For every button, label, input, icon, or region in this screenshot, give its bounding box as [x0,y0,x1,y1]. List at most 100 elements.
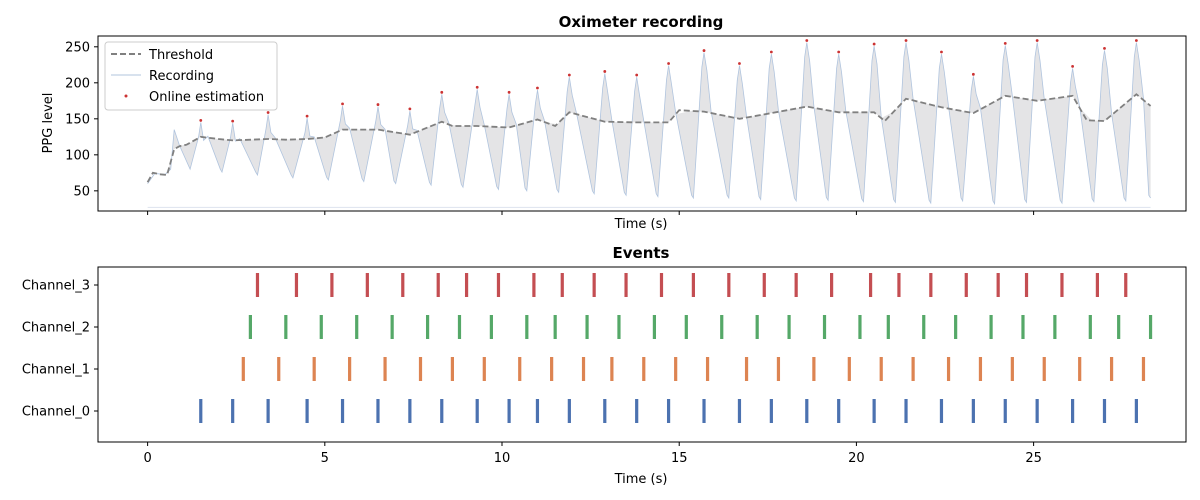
oximeter-recording-group [147,42,1151,208]
peak-marker [305,114,309,118]
event-mark-channel-2 [922,315,926,339]
event-mark-channel-2 [886,315,890,339]
event-mark-channel-1 [418,357,423,381]
event-mark-channel-1 [1010,357,1014,381]
event-mark-channel-3 [794,273,798,297]
peak-marker [769,50,773,54]
peak-marker [872,42,876,46]
event-mark-channel-1 [642,357,646,381]
chart-title-oximeter: Oximeter recording [559,13,724,31]
peak-marker [440,90,444,94]
chart-title-events: Events [613,244,670,262]
event-mark-channel-0 [1102,399,1107,423]
events-y-tick-label: Channel_1 [22,363,90,378]
oximeter-legend: Threshold Recording Online estimation [104,41,278,111]
peak-marker [536,86,539,90]
event-mark-channel-2 [858,315,862,339]
event-mark-channel-3 [1095,273,1100,297]
oximeter-threshold-group [146,93,1152,183]
peak-marker [1134,39,1138,42]
events-x-tick-label: 10 [494,451,511,466]
event-mark-channel-1 [550,357,554,381]
peak-marker [837,50,841,54]
event-mark-channel-2 [425,315,430,339]
events-x-tick-label: 20 [848,451,865,466]
event-mark-channel-3 [592,273,596,297]
event-mark-channel-0 [904,399,908,423]
events-x-tick-label: 0 [143,451,151,466]
oximeter-axes-frame [97,35,1187,212]
peak-marker [231,119,235,123]
peak-marker [266,111,270,114]
event-mark-channel-2 [585,315,589,339]
event-mark-channel-3 [294,273,299,297]
oximeter-y-tick-label: 150 [65,112,90,127]
event-mark-channel-2 [684,315,688,339]
events-x-ticks: 0 5 10 15 20 25 [143,442,1042,466]
event-mark-channel-0 [603,399,607,423]
legend-peak-swatch [124,94,128,98]
event-mark-channel-1 [847,357,851,381]
legend-threshold-label: Threshold [148,48,213,63]
peak-marker [971,72,975,76]
event-mark-channel-1 [776,357,781,381]
oximeter-y-axis-title: PPG level [41,93,56,154]
event-mark-channel-1 [1042,357,1046,381]
event-mark-channel-0 [805,399,809,423]
events-y-ticks: Channel_0 Channel_1 Channel_2 Channel_3 [22,279,98,420]
event-mark-channel-3 [464,273,469,297]
event-mark-channel-3 [496,273,501,297]
event-mark-channel-3 [532,273,536,297]
peak-marker [805,39,809,42]
event-mark-channel-1 [581,357,586,381]
event-mark-channel-0 [837,399,841,423]
event-mark-channel-0 [231,399,235,423]
event-mark-channel-0 [376,399,380,423]
oximeter-y-tick-label: 200 [65,76,90,91]
event-mark-channel-2 [284,315,288,339]
event-mark-channel-0 [1070,399,1075,423]
peak-marker [341,102,344,106]
event-mark-channel-1 [879,357,883,381]
legend-peaks-label: Online estimation [149,90,264,105]
peak-marker [702,49,706,52]
peak-marker [738,62,741,65]
oximeter-y-tick-label: 100 [65,148,90,163]
event-mark-channel-1 [911,357,915,381]
event-mark-channel-0 [305,399,309,423]
event-mark-channel-0 [971,399,975,423]
peak-marker [940,50,943,54]
events-y-tick-label: Channel_2 [22,321,90,336]
event-mark-channel-2 [489,315,493,339]
event-mark-channel-3 [624,273,628,297]
event-mark-channel-2 [319,315,323,339]
event-mark-channel-2 [1053,315,1057,339]
event-mark-channel-0 [666,399,671,423]
events-axes-frame [97,266,1187,443]
event-mark-channel-1 [610,357,614,381]
peak-marker [408,107,412,111]
event-mark-channel-1 [348,357,352,381]
event-mark-channel-1 [744,357,749,381]
event-mark-channel-2 [553,315,557,339]
threshold-line [146,93,1152,183]
event-mark-channel-3 [436,273,440,297]
peak-marker [667,62,670,65]
event-mark-channel-1 [450,357,454,381]
peak-marker [904,39,908,42]
event-mark-channel-3 [560,273,564,297]
events-x-axis-title: Time (s) [614,472,668,487]
event-mark-channel-1 [705,357,710,381]
event-mark-channel-3 [365,273,369,297]
event-mark-channel-1 [482,357,486,381]
event-mark-channel-2 [755,315,759,339]
event-mark-channel-3 [996,273,1000,297]
event-mark-channel-1 [518,357,522,381]
event-mark-channel-3 [868,273,873,297]
event-mark-channel-3 [897,273,901,297]
event-mark-channel-3 [929,273,933,297]
event-mark-channel-2 [822,315,827,339]
event-mark-channel-2 [720,315,724,339]
